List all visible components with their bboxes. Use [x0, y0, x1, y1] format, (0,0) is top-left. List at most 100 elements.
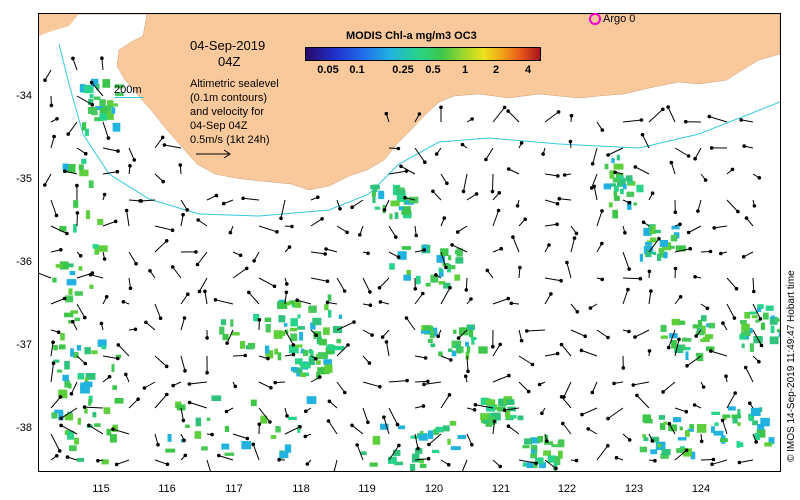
- velocity-arrow: [504, 407, 520, 411]
- chl-patch: [727, 406, 736, 411]
- velocity-arrow-head: [627, 200, 632, 205]
- colorbar-label: 1: [461, 64, 469, 76]
- velocity-arrow-head: [678, 295, 683, 299]
- chl-patch: [241, 441, 252, 450]
- velocity-arrow-head: [575, 310, 580, 314]
- chl-patch: [231, 332, 240, 336]
- velocity-arrow: [544, 111, 559, 123]
- velocity-arrow-head: [506, 424, 511, 429]
- velocity-arrow-head: [470, 117, 474, 121]
- velocity-arrow-head: [600, 277, 604, 282]
- velocity-arrow-head: [382, 208, 387, 212]
- velocity-arrow: [384, 199, 390, 211]
- chl-patch: [440, 248, 449, 256]
- chl-patch: [535, 457, 544, 461]
- chl-patch: [547, 455, 556, 463]
- chl-patch: [247, 342, 256, 349]
- velocity-arrow: [284, 329, 294, 346]
- chl-patch: [430, 274, 439, 283]
- velocity-arrow: [248, 292, 260, 305]
- chl-patch: [327, 294, 332, 302]
- map-area[interactable]: [38, 13, 781, 472]
- chl-patch: [626, 191, 635, 197]
- chl-patch: [668, 424, 677, 432]
- velocity-arrow-head: [43, 183, 47, 187]
- chl-patch: [284, 444, 292, 453]
- chl-patch: [338, 314, 342, 319]
- chl-patch: [318, 352, 328, 359]
- velocity-arrow: [592, 147, 598, 164]
- chl-patch: [432, 449, 440, 454]
- chl-patch: [749, 311, 757, 315]
- chl-patch: [751, 315, 758, 319]
- velocity-arrow: [189, 381, 208, 385]
- velocity-arrow: [154, 303, 162, 319]
- chl-patch: [687, 428, 694, 432]
- velocity-arrow-head: [511, 235, 515, 239]
- velocity-arrow: [593, 186, 598, 201]
- chl-patch: [419, 463, 427, 468]
- chl-patch: [659, 248, 664, 258]
- velocity-arrow-head: [436, 334, 441, 339]
- velocity-arrow: [154, 433, 159, 445]
- chl-patch: [290, 367, 298, 372]
- velocity-arrow-head: [427, 442, 431, 447]
- velocity-arrow-head: [195, 262, 200, 267]
- velocity-arrow-head: [291, 352, 296, 357]
- velocity-arrow: [400, 165, 416, 175]
- colorbar-label: 0.5: [425, 64, 441, 76]
- chl-patch: [435, 426, 444, 433]
- chl-patch: [222, 333, 229, 341]
- velocity-arrow-head: [421, 404, 426, 408]
- chl-patch: [770, 315, 775, 319]
- chl-patch: [663, 421, 668, 425]
- velocity-arrow-head: [158, 316, 163, 321]
- velocity-arrow-head: [352, 320, 356, 324]
- chl-patch: [371, 190, 376, 197]
- info-line: and velocity for: [190, 106, 264, 118]
- velocity-arrow-head: [320, 217, 324, 221]
- velocity-arrow-head: [641, 220, 646, 225]
- chl-patch: [286, 301, 291, 306]
- chl-patch: [94, 248, 100, 255]
- chl-patch: [639, 446, 648, 453]
- chl-patch: [220, 319, 227, 326]
- chl-patch: [692, 324, 699, 329]
- chl-patch: [776, 329, 780, 333]
- chl-patch: [419, 458, 424, 464]
- velocity-arrow-head: [711, 457, 716, 462]
- velocity-arrow: [215, 299, 234, 305]
- velocity-arrow: [112, 428, 130, 435]
- chl-patch: [488, 416, 495, 426]
- velocity-arrow-head: [382, 415, 386, 420]
- velocity-arrow-head: [472, 408, 477, 412]
- argo-marker-icon[interactable]: [589, 13, 601, 25]
- chl-patch: [406, 270, 411, 279]
- velocity-arrow-head: [350, 205, 354, 209]
- chl-patch: [447, 438, 451, 445]
- velocity-arrow: [102, 147, 119, 152]
- y-tick: -34: [16, 90, 32, 102]
- map-canvas: [39, 14, 780, 471]
- velocity-arrow-head: [325, 279, 330, 284]
- velocity-arrow-head: [257, 422, 262, 427]
- chl-patch: [374, 206, 380, 210]
- velocity-arrow: [356, 444, 364, 461]
- velocity-arrow-head: [69, 392, 74, 396]
- chl-patch: [677, 437, 687, 441]
- chl-patch: [74, 437, 79, 445]
- chl-patch: [617, 177, 626, 187]
- velocity-arrow: [258, 225, 278, 233]
- velocity-arrow-head: [181, 212, 185, 217]
- velocity-arrow-head: [59, 248, 63, 252]
- velocity-arrow: [388, 445, 400, 461]
- velocity-arrow: [668, 423, 676, 435]
- velocity-arrow: [648, 108, 664, 123]
- velocity-arrow: [674, 339, 680, 357]
- velocity-arrow-head: [305, 462, 310, 466]
- chl-patch: [752, 420, 758, 426]
- chl-patch: [73, 351, 79, 359]
- chl-patch: [328, 309, 332, 318]
- info-line: Altimetric sealevel: [190, 78, 279, 90]
- velocity-arrow: [351, 199, 364, 208]
